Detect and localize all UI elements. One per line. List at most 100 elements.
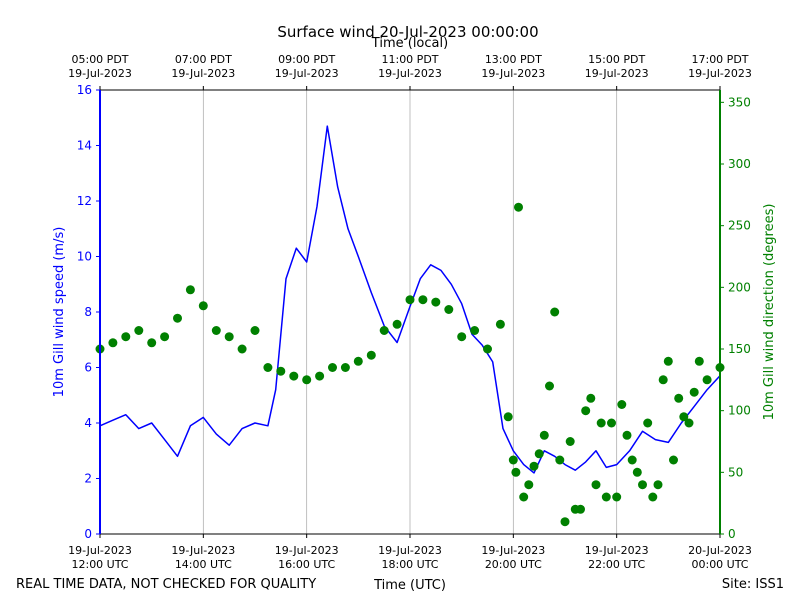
bottom-tick-time: 22:00 UTC: [588, 558, 645, 571]
wind-direction-point: [643, 418, 653, 428]
wind-direction-point: [627, 455, 637, 465]
top-tick-date: 19-Jul-2023: [481, 67, 545, 80]
top-tick-time: 13:00 PDT: [485, 53, 542, 66]
wind-direction-point: [211, 326, 221, 335]
wind-direction-point: [550, 307, 560, 317]
wind-direction-point: [366, 350, 376, 360]
bottom-tick-time: 18:00 UTC: [381, 558, 438, 571]
wind-direction-point: [514, 202, 523, 212]
wind-direction-point: [250, 326, 260, 335]
top-tick-time: 09:00 PDT: [278, 53, 335, 66]
bottom-tick-time: 12:00 UTC: [71, 558, 128, 571]
right-tick-label: 100: [728, 404, 751, 418]
wind-direction-point: [328, 363, 337, 372]
bottom-tick-date: 19-Jul-2023: [171, 544, 235, 557]
top-tick-date: 19-Jul-2023: [378, 67, 442, 80]
wind-direction-point: [555, 455, 565, 465]
wind-direction-point: [545, 381, 554, 391]
left-tick-label: 4: [84, 416, 92, 430]
wind-direction-point: [511, 467, 521, 477]
top-tick-date: 19-Jul-2023: [585, 67, 649, 80]
top-tick-date: 19-Jul-2023: [171, 67, 235, 80]
wind-direction-point: [632, 467, 642, 477]
chart-title: Surface wind 20-Jul-2023 00:00:00: [277, 23, 538, 41]
wind-direction-point: [405, 295, 415, 305]
wind-direction-point: [276, 366, 286, 376]
top-tick-time: 15:00 PDT: [588, 53, 645, 66]
left-tick-label: 14: [77, 139, 92, 153]
left-tick-label: 12: [77, 194, 92, 208]
wind-direction-point: [612, 492, 622, 502]
wind-direction-point: [198, 301, 208, 311]
right-tick-label: 250: [728, 219, 751, 233]
wind-direction-point: [601, 492, 611, 502]
wind-direction-point: [108, 338, 118, 348]
right-axis-ticks: 0 50 100 150 200 250 300 350: [720, 95, 751, 541]
bottom-tick-date: 20-Jul-2023: [688, 544, 752, 557]
wind-direction-point: [353, 356, 363, 366]
bottom-tick-time: 14:00 UTC: [175, 558, 232, 571]
quality-disclaimer: REAL TIME DATA, NOT CHECKED FOR QUALITY: [16, 577, 316, 592]
wind-direction-point: [160, 332, 170, 342]
wind-direction-point: [591, 480, 601, 490]
bottom-axis-label: Time (UTC): [373, 578, 446, 593]
top-tick-date: 19-Jul-2023: [688, 67, 752, 80]
wind-direction-point: [663, 356, 673, 366]
right-tick-label: 200: [728, 280, 751, 294]
wind-direction-point: [418, 295, 428, 305]
left-tick-label: 10: [77, 250, 92, 264]
wind-direction-point: [315, 371, 325, 381]
bottom-tick-date: 19-Jul-2023: [275, 544, 339, 557]
bottom-tick-date: 19-Jul-2023: [481, 544, 545, 557]
top-tick-time: 17:00 PDT: [691, 53, 748, 66]
wind-direction-point: [508, 455, 518, 465]
wind-direction-point: [702, 375, 712, 385]
right-tick-label: 0: [728, 527, 736, 541]
bottom-tick-time: 00:00 UTC: [691, 558, 748, 571]
wind-direction-point: [444, 305, 454, 314]
wind-direction-point: [684, 418, 694, 428]
wind-direction-point: [607, 418, 616, 428]
wind-direction-point: [560, 517, 570, 527]
left-tick-label: 8: [84, 305, 92, 319]
wind-speed-line: [99, 125, 721, 474]
wind-direction-point: [534, 449, 544, 459]
wind-direction-point: [638, 480, 647, 490]
wind-direction-point: [689, 387, 699, 397]
wind-direction-point: [617, 400, 627, 409]
wind-direction-series: [95, 202, 725, 527]
wind-direction-point: [679, 412, 689, 422]
wind-speed-series: [99, 125, 721, 474]
wind-direction-point: [694, 356, 704, 366]
wind-direction-point: [379, 326, 389, 335]
wind-direction-point: [581, 406, 591, 416]
right-axis-label: 10m Gill wind direction (degrees): [762, 204, 777, 421]
bottom-tick-date: 19-Jul-2023: [585, 544, 649, 557]
top-tick-time: 07:00 PDT: [175, 53, 232, 66]
top-tick-time: 05:00 PDT: [71, 53, 128, 66]
right-tick-label: 350: [728, 95, 751, 109]
wind-direction-point: [185, 285, 195, 295]
wind-direction-point: [263, 363, 273, 372]
site-label: Site: ISS1: [722, 577, 784, 592]
wind-direction-point: [503, 412, 513, 422]
wind-direction-point: [653, 480, 663, 490]
top-tick-date: 19-Jul-2023: [275, 67, 339, 80]
wind-direction-point: [495, 319, 505, 329]
wind-direction-point: [669, 455, 678, 465]
wind-direction-point: [470, 326, 480, 335]
top-tick-time: 11:00 PDT: [381, 53, 438, 66]
right-tick-label: 50: [728, 465, 743, 479]
wind-direction-point: [289, 371, 299, 381]
wind-direction-point: [431, 297, 441, 307]
wind-direction-point: [173, 313, 182, 323]
wind-direction-point: [524, 480, 534, 490]
wind-direction-point: [529, 461, 539, 471]
wind-direction-point: [224, 332, 234, 342]
bottom-tick-date: 19-Jul-2023: [378, 544, 442, 557]
left-axis-label: 10m Gill wind speed (m/s): [52, 227, 67, 398]
wind-direction-point: [457, 332, 467, 342]
wind-direction-point: [674, 393, 684, 403]
